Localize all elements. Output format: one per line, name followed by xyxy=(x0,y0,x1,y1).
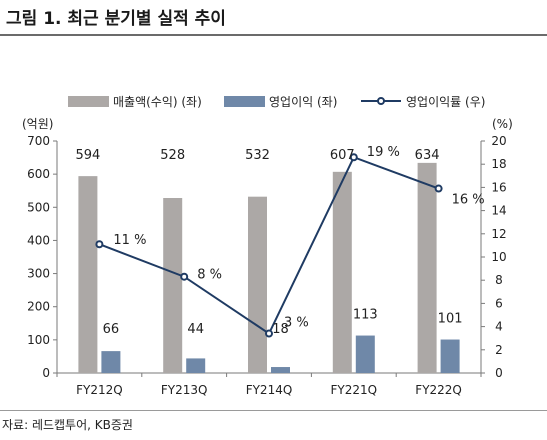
op-profit-bar xyxy=(271,367,290,373)
legend-swatch-op-profit xyxy=(224,96,265,107)
y-right-tick-label: 10 xyxy=(491,250,506,264)
title-divider xyxy=(0,34,547,36)
legend-label-revenue: 매출액(수익) (좌) xyxy=(113,95,202,109)
x-tick-label: FY213Q xyxy=(161,383,208,397)
revenue-bars xyxy=(78,162,437,373)
op-profit-bars xyxy=(101,335,460,373)
chart-axes: (억원) (%) 0 100 200 300 400 500 600 700 0 2 4 6 8 10 12 14… xyxy=(22,117,513,397)
legend-swatch-revenue xyxy=(68,96,109,107)
x-tick-label: FY214Q xyxy=(246,383,293,397)
y-right-tick-label: 20 xyxy=(491,134,506,148)
y-right-unit: (%) xyxy=(492,117,513,131)
y-left-tick-label: 200 xyxy=(27,300,50,314)
y-right-tick-label: 14 xyxy=(491,204,506,218)
x-tick-label: FY212Q xyxy=(76,383,123,397)
revenue-bar xyxy=(332,171,352,373)
y-right-tick-label: 8 xyxy=(495,273,503,287)
op-margin-point xyxy=(180,272,189,281)
revenue-value-label: 634 xyxy=(415,148,440,163)
op-margin-point xyxy=(434,184,443,193)
y-right-tick-label: 0 xyxy=(495,366,503,380)
y-right-tick-label: 12 xyxy=(491,227,506,241)
y-left-tick-label: 0 xyxy=(42,366,50,380)
data-labels: 594 66 528 44 532 18 607 113 634 101 11 % 8 % 3 % 19 … xyxy=(75,145,484,337)
op-profit-value-label: 44 xyxy=(187,322,204,337)
revenue-bar xyxy=(417,162,437,373)
legend-marker-op-margin xyxy=(377,97,385,105)
op-profit-bar xyxy=(101,351,121,373)
op-margin-point xyxy=(95,240,104,249)
op-margin-value-label: 3 % xyxy=(284,316,309,331)
op-margin-point xyxy=(349,153,358,162)
op-margin-value-label: 16 % xyxy=(452,193,485,208)
op-profit-bar xyxy=(355,335,375,373)
y-left-tick-label: 500 xyxy=(27,200,50,214)
op-profit-value-label: 66 xyxy=(103,322,120,337)
legend-label-op-profit: 영업이익 (좌) xyxy=(269,95,337,109)
op-margin-value-label: 8 % xyxy=(197,268,222,283)
x-tick-label: FY222Q xyxy=(415,383,462,397)
op-margin-line xyxy=(95,153,443,338)
revenue-bar xyxy=(78,176,98,373)
op-margin-polyline xyxy=(99,155,439,336)
revenue-bar xyxy=(163,198,183,373)
op-profit-value-label: 113 xyxy=(353,308,378,323)
legend-label-op-margin: 영업이익률 (우) xyxy=(406,95,485,109)
revenue-value-label: 607 xyxy=(330,148,355,163)
y-left-unit: (억원) xyxy=(22,117,53,131)
revenue-bar xyxy=(248,196,267,373)
op-margin-point xyxy=(265,329,273,338)
y-right-tick-label: 4 xyxy=(495,320,503,334)
y-left-tick-label: 600 xyxy=(27,167,50,181)
y-left-tick-label: 300 xyxy=(27,267,50,281)
x-tick-label: FY221Q xyxy=(331,383,378,397)
op-margin-value-label: 11 % xyxy=(113,233,146,248)
op-margin-value-label: 19 % xyxy=(367,145,400,160)
op-profit-bar xyxy=(440,339,460,373)
revenue-value-label: 532 xyxy=(245,148,270,163)
y-right-tick-label: 16 xyxy=(491,180,506,194)
chart-legend: 매출액(수익) (좌) 영업이익 (좌) 영업이익률 (우) xyxy=(68,95,485,109)
y-left-tick-label: 400 xyxy=(27,233,50,247)
y-left-tick-label: 700 xyxy=(27,134,50,148)
source-divider xyxy=(0,410,547,411)
revenue-value-label: 528 xyxy=(160,148,185,163)
y-right-tick-label: 6 xyxy=(495,296,503,310)
y-left-tick-label: 100 xyxy=(27,333,50,347)
y-right-tick-label: 18 xyxy=(491,157,506,171)
revenue-value-label: 594 xyxy=(75,148,100,163)
op-profit-bar xyxy=(186,358,206,373)
figure-title: 그림 1. 최근 분기별 실적 추이 xyxy=(6,9,226,29)
op-profit-value-label: 101 xyxy=(438,312,463,327)
op-profit-value-label: 18 xyxy=(272,322,289,337)
y-right-tick-label: 2 xyxy=(495,343,503,357)
source-note: 자료: 레드캡투어, KB증권 xyxy=(2,418,133,432)
